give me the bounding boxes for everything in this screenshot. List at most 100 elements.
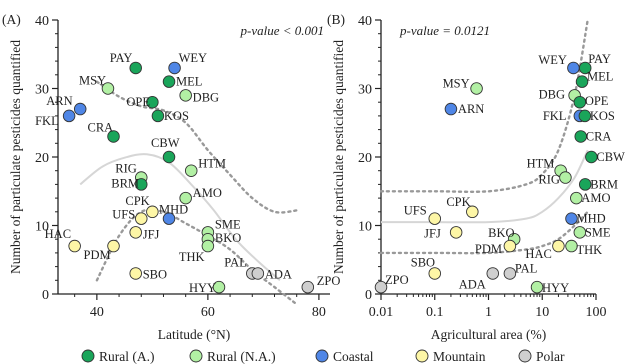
data-point-amo: [179, 191, 192, 205]
data-point-jfj: [449, 226, 463, 239]
point-label-zpo: ZPO: [317, 274, 341, 288]
legend: Rural (A.) Rural (N.A.) Coastal Mountain Pol…: [81, 349, 565, 364]
point-label-mhd: MHD: [159, 203, 188, 217]
x-tick-label: 60: [201, 305, 215, 320]
x-axis-title: Agricultural area (%): [431, 327, 546, 342]
data-point-sbo: [129, 267, 142, 280]
data-point-cbw: [162, 150, 176, 164]
point-label-pal: PAL: [515, 261, 537, 275]
point-label-msy: MSY: [79, 74, 106, 88]
point-label-ada: ADA: [265, 267, 292, 281]
confidence-band-lower: [95, 208, 298, 306]
y-tick-label: 40: [35, 14, 49, 29]
point-label-ufs: UFS: [112, 208, 135, 222]
data-point-cra: [107, 130, 120, 143]
data-point-kos: [578, 109, 592, 123]
y-tick-label: 20: [35, 151, 49, 166]
data-point-cpk: [146, 205, 159, 219]
legend-label: Coastal: [333, 349, 374, 364]
data-point-wey: [168, 61, 181, 75]
data-point-mhd: [162, 212, 176, 225]
panel-b: 0 10 20 30 40 0.01 0.1 1 10 100 Agricultural area …: [327, 12, 625, 342]
legend-label: Polar: [536, 349, 565, 364]
point-label-wey: WEY: [179, 51, 207, 65]
y-tick-label: 10: [35, 220, 49, 235]
point-label-thk: THK: [576, 243, 602, 257]
point-label-jfj: JFJ: [424, 226, 441, 240]
point-label-zpo: ZPO: [385, 273, 409, 287]
data-point-ope: [573, 95, 587, 109]
point-label-sme: SME: [215, 217, 241, 231]
data-point-pdm: [503, 239, 517, 253]
x-axis-title: Latitude (°N): [158, 327, 231, 342]
trend-line: [79, 153, 281, 282]
point-label-pdm: PDM: [475, 242, 502, 256]
y-tick-label: 40: [358, 14, 372, 29]
data-point-ope: [146, 95, 159, 109]
point-label-pay: PAY: [588, 52, 611, 66]
data-point-pdm: [107, 239, 120, 253]
confidence-band-lower: [379, 210, 589, 255]
x-tick-label: 10: [535, 305, 549, 320]
legend-swatch: [415, 349, 429, 363]
data-point-brm: [135, 178, 148, 191]
point-label-cpk: CPK: [446, 195, 470, 209]
x-tick-label: 0.01: [369, 305, 394, 320]
data-point-sbo: [428, 267, 442, 280]
data-point-pay: [578, 61, 592, 75]
data-point-ada: [486, 267, 500, 280]
panel-label: (B): [327, 12, 345, 27]
point-label-mel: MEL: [176, 75, 202, 89]
data-point-arn: [73, 102, 87, 116]
data-point-ufs: [428, 212, 442, 225]
y-tick-label: 0: [42, 288, 49, 303]
data-point-arn: [444, 102, 458, 116]
point-label-hyy: HYY: [542, 281, 569, 295]
y-tick-label: 30: [358, 83, 372, 98]
data-point-sme: [573, 226, 587, 239]
point-label-dbg: DBG: [193, 90, 219, 104]
legend-label: Mountain: [433, 349, 486, 364]
point-label-dbg: DBG: [539, 87, 565, 101]
legend-swatch: [518, 349, 532, 363]
data-point-zpo: [374, 280, 388, 294]
data-point-cbw: [585, 150, 598, 164]
point-label-kos: KOS: [590, 109, 615, 123]
point-label-amo: AMO: [581, 191, 610, 205]
x-tick-label: 80: [312, 305, 326, 320]
y-tick-label: 30: [35, 83, 49, 98]
data-point-thk: [565, 239, 578, 253]
legend-swatch: [315, 349, 329, 363]
data-point-pal: [503, 267, 517, 280]
point-label-mel: MEL: [587, 70, 613, 84]
point-label-bko: BKO: [488, 226, 514, 240]
point-label-hac: HAC: [525, 247, 551, 261]
data-point-pay: [129, 61, 142, 75]
point-label-sbo: SBO: [411, 255, 435, 269]
y-tick-label: 20: [358, 151, 372, 166]
point-label-htm: HTM: [527, 157, 555, 171]
y-tick-label: 10: [358, 220, 372, 235]
data-point-dbg: [179, 89, 192, 102]
point-label-arn: ARN: [458, 102, 484, 116]
data-point-hyy: [530, 280, 544, 294]
point-label-brm: BRM: [111, 176, 139, 190]
point-label-jfj: JFJ: [143, 227, 160, 241]
point-label-kos: KOS: [164, 109, 189, 123]
legend-label: Rural (N.A.): [207, 349, 276, 364]
legend-swatch: [81, 349, 95, 363]
point-label-cbw: CBW: [596, 150, 625, 164]
confidence-band-upper: [95, 80, 298, 214]
data-point-rig: [559, 171, 572, 184]
data-point-cpk: [466, 205, 479, 219]
x-tick-label: 100: [586, 305, 607, 320]
point-label-fkl: FKL: [35, 114, 59, 128]
data-point-fkl: [62, 109, 76, 123]
point-label-mhd: MHD: [576, 212, 605, 226]
data-point-ufs: [135, 212, 148, 225]
data-point-mel: [162, 75, 176, 88]
point-label-sme: SME: [585, 225, 611, 239]
point-label-msy: MSY: [443, 77, 470, 91]
point-label-rig: RIG: [115, 162, 137, 176]
